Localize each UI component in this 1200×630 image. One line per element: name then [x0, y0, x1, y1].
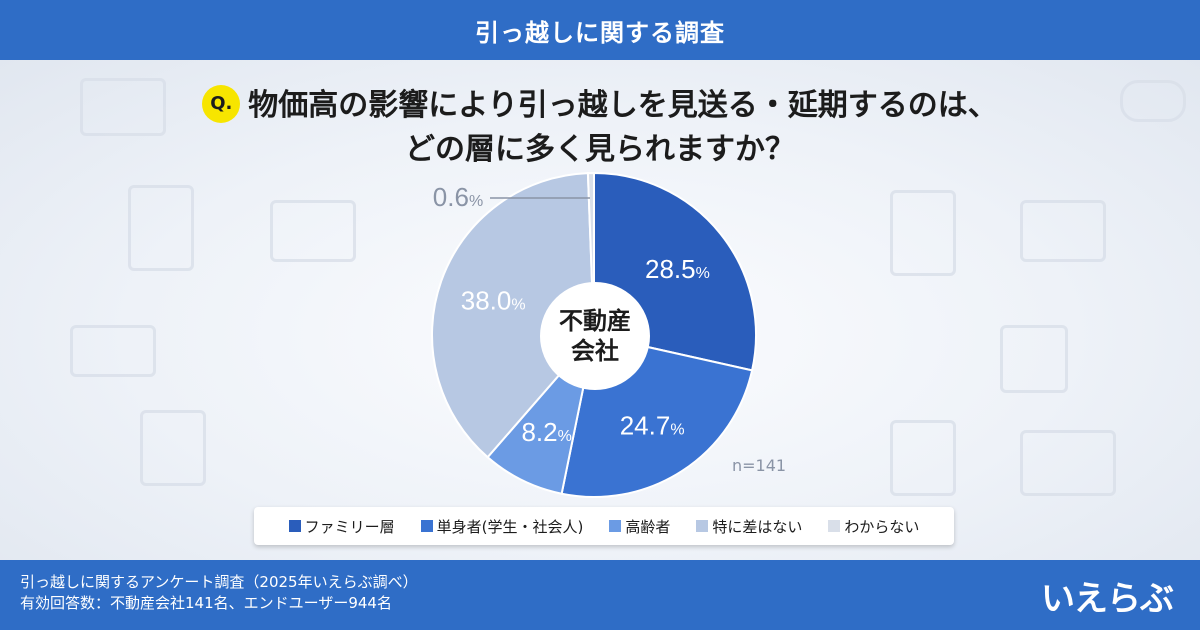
pie-slice-4 — [431, 172, 596, 459]
calendar-icon — [1000, 325, 1068, 393]
legend-swatch-2 — [420, 520, 433, 532]
legend-swatch-5 — [828, 520, 841, 532]
laptop-icon — [80, 78, 166, 136]
building-icon — [128, 185, 194, 271]
question-line-2: どの層に多く見られますか？ — [405, 132, 795, 167]
data-label-1: 28.5% — [645, 254, 710, 284]
legend-item-4: 特に差はない — [696, 516, 802, 537]
question-text-1: 物価高の影響により引っ越しを見送る・延期するのは、 — [248, 88, 998, 123]
legend-item-3: 高齢者 — [609, 516, 670, 537]
data-label-5: 0.6% — [433, 182, 483, 212]
money-icon — [70, 325, 156, 377]
center-label-text: 不動産 会社 — [559, 307, 631, 365]
logo-text: いえらぶ — [1041, 578, 1174, 619]
ierabu-logo: いえらぶ — [1034, 572, 1180, 619]
q-badge: Q. — [202, 84, 241, 123]
data-label-3: 8.2% — [521, 417, 571, 447]
footer-line-2: 有効回答数：不動産会社141名、エンドユーザー944名 — [20, 594, 392, 612]
envelope-icon — [270, 200, 356, 262]
question-block: Q. 物価高の影響により引っ越しを見送る・延期するのは、 どの層に多く見られますか… — [0, 84, 1200, 172]
header-title: 引っ越しに関する調査 — [475, 18, 725, 47]
legend-swatch-4 — [696, 520, 709, 532]
legend-label-1: ファミリー層 — [304, 517, 395, 536]
header-banner: 引っ越しに関する調査 — [0, 0, 1200, 60]
document-icon — [890, 420, 956, 496]
document-icon — [140, 410, 206, 486]
footer-text: 引っ越しに関するアンケート調査（2025年いえらぶ調べ） 有効回答数：不動産会社… — [20, 572, 418, 614]
sample-size-label: n=141 — [732, 456, 787, 475]
envelope-icon — [1020, 200, 1106, 262]
cloud-icon — [1120, 80, 1186, 122]
video-icon — [1020, 430, 1116, 496]
legend-label-5: わからない — [844, 517, 920, 536]
legend-label-3: 高齢者 — [625, 517, 671, 536]
legend-label-2: 単身者(学生・社会人) — [436, 517, 584, 536]
legend-item-2: 単身者(学生・社会人) — [420, 516, 584, 537]
building-icon — [890, 190, 956, 276]
data-label-2: 24.7% — [620, 411, 685, 441]
question-line-1: Q. 物価高の影響により引っ越しを見送る・延期するのは、 — [0, 84, 1200, 128]
legend-label-4: 特に差はない — [712, 517, 803, 536]
footer-line-1: 引っ越しに関するアンケート調査（2025年いえらぶ調べ） — [20, 573, 418, 591]
legend-swatch-3 — [609, 520, 622, 532]
footer-banner: 引っ越しに関するアンケート調査（2025年いえらぶ調べ） 有効回答数：不動産会社… — [0, 560, 1200, 630]
pie-center-label: 不動産 会社 — [540, 282, 650, 390]
legend-item-5: わからない — [828, 516, 919, 537]
data-label-4: 38.0% — [461, 285, 526, 315]
chart-legend: ファミリー層 単身者(学生・社会人) 高齢者 特に差はない わからない — [254, 507, 954, 545]
legend-item-1: ファミリー層 — [288, 516, 395, 537]
legend-swatch-1 — [288, 520, 301, 532]
